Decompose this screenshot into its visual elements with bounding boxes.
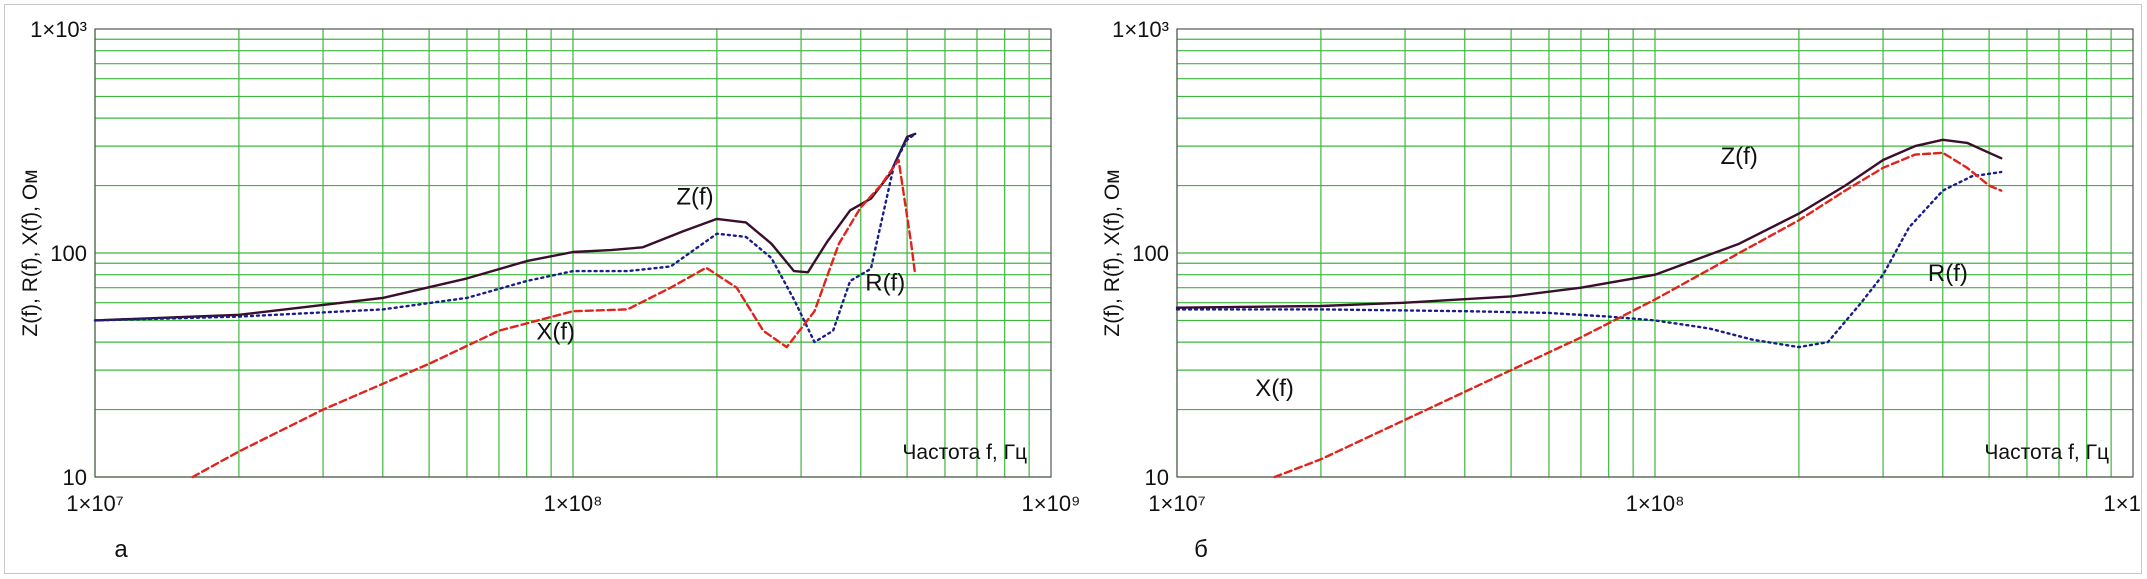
plot-frame (1176, 28, 2134, 478)
charts-svg: 1×10⁷ 1×10⁸ 1×10⁹ 10 100 1×10³ Z(f), R(f), X(f… (19, 17, 2147, 563)
curve-label: X(f) (536, 319, 575, 346)
y-axis-label: Z(f), R(f), X(f), Ом (19, 169, 42, 336)
series-line-rf (1175, 170, 2003, 349)
panel-letter: б (1194, 536, 1208, 563)
x-tick-label: 1×10⁸ (544, 491, 603, 516)
y-tick-label: 10 (63, 465, 87, 490)
x-tick-label: 1×10⁷ (1148, 491, 1206, 516)
curve-label: Z(f) (676, 183, 713, 210)
series-line-xf (191, 158, 917, 479)
curve-label: X(f) (1255, 375, 1294, 402)
curve-label: R(f) (865, 270, 905, 297)
series-line-zf (93, 132, 917, 322)
x-axis-label: Частота f, Гц (1984, 441, 2109, 464)
y-tick-label: 1×10³ (30, 17, 87, 42)
curve-label: Z(f) (1721, 143, 1758, 170)
series-line-zf (1175, 138, 2003, 309)
grid-lines (1176, 29, 2133, 478)
x-tick-label: 1×10⁹ (2104, 491, 2141, 516)
y-tick-label: 100 (1132, 241, 1169, 266)
y-axis-label: Z(f), R(f), X(f), Ом (1101, 169, 1124, 336)
chart-panel-1: 1×10⁷ 1×10⁸ 1×10⁹ 10 100 1×10³ Z(f), R(f), X(f… (19, 17, 1080, 563)
x-tick-label: 1×10⁷ (66, 491, 124, 516)
figure-container: 1×10⁷ 1×10⁸ 1×10⁹ 10 100 1×10³ Z(f), R(f), X(f… (4, 4, 2147, 574)
y-tick-label: 1×10³ (1112, 17, 1169, 42)
y-tick-label: 100 (50, 241, 87, 266)
series-line-rf (93, 132, 917, 344)
x-tick-label: 1×10⁸ (1626, 491, 1685, 516)
plot-frame (94, 28, 1052, 478)
series-line-xf (1273, 151, 2003, 479)
chart-panel-2: 1×10⁷ 1×10⁸ 1×10⁹ 10 100 1×10³ Z(f), R(f), X(f… (1101, 17, 2147, 563)
curve-label: R(f) (1928, 260, 1968, 287)
x-axis-label: Частота f, Гц (902, 441, 1027, 464)
y-tick-label: 10 (1145, 465, 1169, 490)
panel-letter: а (114, 536, 128, 563)
x-tick-label: 1×10⁹ (1022, 491, 1081, 516)
